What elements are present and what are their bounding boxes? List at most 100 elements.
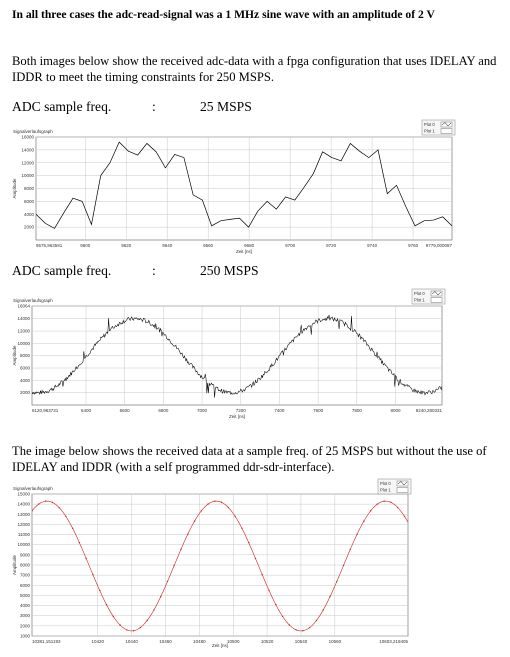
x-tick-label: 9740 bbox=[367, 243, 378, 248]
x-tick-label: 9779,000087 bbox=[426, 243, 453, 248]
chart-svg: Signalverlaufsgraph 9575,963591 9600 9620 96… bbox=[12, 119, 456, 254]
x-tick-label: 9620 bbox=[121, 243, 132, 248]
legend-label: Plot 1 bbox=[380, 488, 391, 493]
series-point bbox=[308, 626, 311, 629]
series-point bbox=[329, 596, 331, 598]
x-tick-label: 9660 bbox=[203, 243, 214, 248]
y-tick-label: 10000 bbox=[17, 542, 30, 547]
series-point bbox=[288, 624, 291, 626]
chart-title: Signalverlaufsgraph bbox=[13, 298, 53, 303]
x-tick-label: 9640 bbox=[162, 243, 173, 248]
series-point bbox=[295, 629, 297, 631]
series-point bbox=[214, 500, 216, 502]
series-point bbox=[254, 557, 257, 560]
x-tick-label: 10440 bbox=[125, 639, 138, 644]
y-tick-label: 14000 bbox=[17, 502, 30, 507]
series-point bbox=[193, 520, 196, 522]
chart-250msps: Signalverlaufsgraph 6120,963731 6400 6600 68… bbox=[10, 286, 448, 419]
series-point bbox=[241, 527, 243, 530]
series-point bbox=[44, 500, 47, 502]
series-point bbox=[153, 609, 155, 611]
y-tick-label: 6000 bbox=[20, 583, 31, 588]
series-point bbox=[376, 503, 379, 505]
chart-title: Signalverlaufsgraph bbox=[13, 486, 53, 491]
series-point bbox=[356, 533, 358, 535]
series-point bbox=[390, 501, 392, 504]
x-axis-label: Zeit [ns] bbox=[236, 249, 252, 254]
series-point bbox=[51, 501, 54, 504]
y-tick-label: 16064 bbox=[17, 304, 30, 309]
x-tick-label: 7400 bbox=[274, 408, 285, 413]
x-tick-label: 10480 bbox=[193, 639, 206, 644]
legend-swatch-line bbox=[441, 122, 452, 127]
series-point bbox=[207, 503, 209, 505]
series-point bbox=[187, 533, 189, 535]
series-point bbox=[261, 574, 263, 576]
chart-25msps-no-iddr: Signalverlaufsgraph 10381,151193 10420 1044… bbox=[10, 476, 414, 648]
x-tick-label: 10603,219405 bbox=[379, 639, 408, 644]
series-point bbox=[112, 615, 114, 618]
legend-swatch-line bbox=[431, 291, 442, 296]
x-tick-label: 6600 bbox=[120, 408, 131, 413]
x-axis-label: Zeit [ns] bbox=[212, 643, 228, 648]
chart-legend: Plot 0 Plot 1 bbox=[411, 288, 446, 305]
x-tick-label: 10381,151193 bbox=[32, 639, 61, 644]
series-point bbox=[38, 503, 40, 505]
legend-label: Plot 1 bbox=[414, 298, 425, 303]
legend-swatch bbox=[430, 297, 443, 303]
y-tick-label: 8000 bbox=[24, 186, 35, 191]
series-point bbox=[227, 506, 230, 509]
series-point bbox=[146, 619, 148, 622]
series-point bbox=[349, 548, 352, 550]
x-tick-label: 6400 bbox=[81, 408, 92, 413]
legend-label: Plot 0 bbox=[424, 122, 435, 127]
row1-label: ADC sample freq. bbox=[12, 99, 112, 114]
x-tick-label: 9760 bbox=[408, 243, 419, 248]
y-tick-label: 8000 bbox=[20, 353, 31, 358]
x-tick-label: 10460 bbox=[159, 639, 172, 644]
x-tick-label: 10500 bbox=[227, 639, 240, 644]
y-tick-label: 13000 bbox=[17, 512, 30, 517]
series-point bbox=[302, 630, 304, 632]
x-tick-label: 9720 bbox=[326, 243, 337, 248]
series-point bbox=[105, 603, 108, 606]
y-tick-label: 10000 bbox=[21, 173, 34, 178]
series-point bbox=[369, 510, 372, 512]
series-point bbox=[78, 541, 81, 544]
legend-label: Plot 0 bbox=[414, 291, 425, 296]
chart-title: Signalverlaufsgraph bbox=[13, 129, 53, 134]
series-group bbox=[36, 141, 452, 229]
y-tick-label: 8000 bbox=[20, 563, 31, 568]
x-tick-label: 10540 bbox=[295, 639, 308, 644]
row2-label: ADC sample freq. bbox=[12, 263, 112, 278]
series-point bbox=[275, 603, 277, 606]
series-point bbox=[322, 609, 324, 611]
x-tick-label: 9700 bbox=[285, 243, 296, 248]
series-point bbox=[159, 596, 162, 598]
legend-swatch bbox=[440, 128, 453, 134]
y-tick-label: 5000 bbox=[20, 593, 31, 598]
y-tick-label: 12000 bbox=[21, 160, 34, 165]
legend-swatch-line bbox=[397, 481, 408, 486]
x-tick-label: 9680 bbox=[244, 243, 255, 248]
x-tick-label: 7200 bbox=[236, 408, 247, 413]
y-tick-label: 14000 bbox=[17, 316, 30, 321]
legend-label: Plot 0 bbox=[380, 481, 391, 486]
legend-label: Plot 1 bbox=[424, 129, 435, 134]
y-tick-label: 9000 bbox=[20, 552, 31, 557]
y-tick-label: 16000 bbox=[21, 135, 34, 140]
series-point bbox=[397, 506, 399, 509]
series-point bbox=[342, 564, 345, 567]
y-tick-label: 4000 bbox=[20, 378, 31, 383]
series-group bbox=[32, 314, 442, 398]
series-point bbox=[180, 548, 182, 550]
series-line bbox=[36, 141, 452, 229]
series-point bbox=[336, 580, 338, 583]
y-tick-label: 7000 bbox=[20, 573, 31, 578]
x-tick-label: 10520 bbox=[261, 639, 274, 644]
y-axis-label: Amplitude bbox=[12, 178, 17, 199]
series-point bbox=[220, 501, 223, 504]
x-tick-label: 9575,963591 bbox=[36, 243, 63, 248]
chart-legend: Plot 0 Plot 1 bbox=[377, 478, 412, 495]
series-line bbox=[32, 314, 442, 398]
